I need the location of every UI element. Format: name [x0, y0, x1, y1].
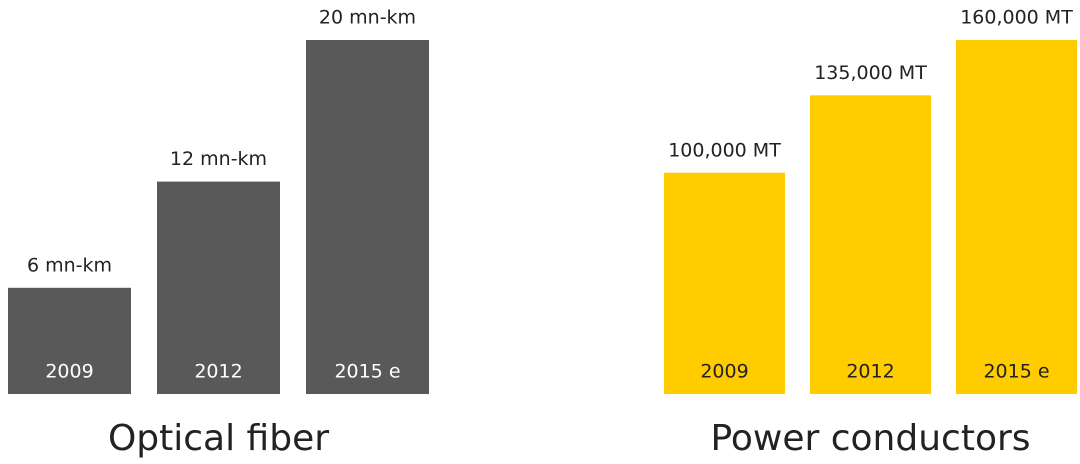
value-label: 6 mn-km	[27, 254, 112, 276]
bar	[664, 172, 785, 394]
value-label: 100,000 MT	[668, 139, 781, 161]
value-label: 160,000 MT	[960, 7, 1073, 29]
bar	[306, 40, 429, 394]
chart-title: Optical fiber	[108, 418, 329, 459]
bar	[810, 95, 931, 394]
category-label: 2012	[846, 361, 894, 383]
category-label: 2009	[45, 361, 93, 383]
category-label: 2009	[700, 361, 748, 383]
value-label: 135,000 MT	[814, 62, 927, 84]
category-label: 2012	[194, 361, 242, 383]
value-label: 12 mn-km	[170, 148, 267, 170]
bar	[956, 40, 1077, 394]
category-label: 2015 e	[334, 361, 400, 383]
category-label: 2015 e	[983, 361, 1049, 383]
bar	[157, 181, 280, 394]
bar	[8, 287, 131, 394]
chart-title: Power conductors	[710, 418, 1030, 459]
value-label: 20 mn-km	[319, 7, 416, 29]
